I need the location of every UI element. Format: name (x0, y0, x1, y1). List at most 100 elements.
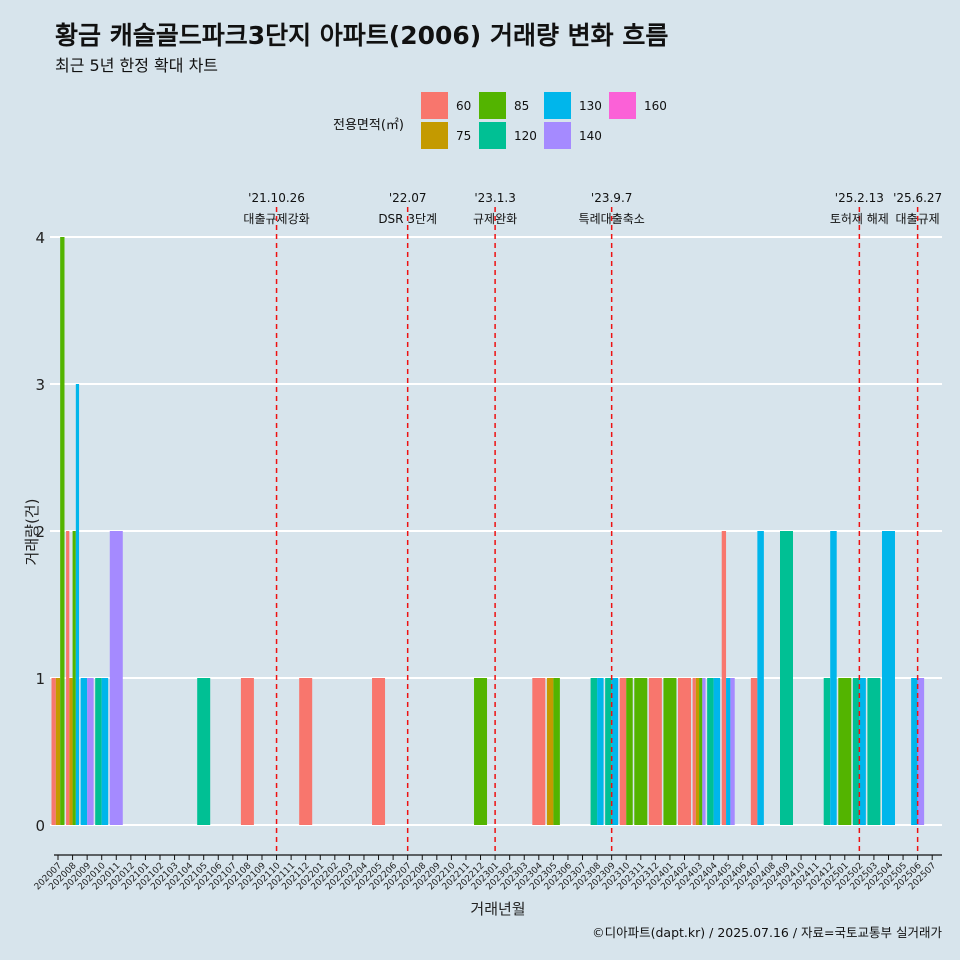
bar-202304-60 (532, 678, 546, 825)
legend-key-85 (479, 92, 506, 119)
bar-202412-120 (823, 678, 831, 825)
bar-202205-60 (372, 678, 386, 825)
event-date-1: '22.07 (389, 191, 427, 205)
bar-202309-130 (611, 678, 619, 825)
legend-label-60: 60 (456, 98, 472, 113)
bar-202409-120 (780, 531, 793, 825)
legend-item-160: 160 (609, 92, 667, 119)
bar-202007-75 (55, 678, 61, 825)
bar-202405-140 (730, 678, 735, 825)
bar-202405-130 (726, 678, 731, 825)
source-caption: ©디아파트(dapt.kr) / 2025.07.16 / 자료=국토교통부 실… (592, 925, 942, 940)
bar-202412-130 (830, 531, 837, 825)
legend-label-85: 85 (514, 98, 530, 113)
event-date-0: '21.10.26 (248, 191, 305, 205)
bars (51, 237, 925, 825)
event-date-5: '25.6.27 (893, 191, 942, 205)
legend-key-120 (479, 122, 506, 149)
bar-202504-130 (881, 531, 895, 825)
y-tick-label: 1 (35, 670, 45, 688)
bar-202008-85 (72, 531, 76, 825)
bar-202403-140 (702, 678, 706, 825)
event-date-4: '25.2.13 (835, 191, 884, 205)
event-label-2: 규제완화 (473, 212, 517, 226)
bar-202503-120 (867, 678, 881, 825)
bar-202506-130 (911, 678, 918, 825)
bar-202010-130 (101, 678, 109, 825)
y-tick-label: 2 (35, 523, 45, 541)
event-date-2: '23.1.3 (474, 191, 515, 205)
legend-key-60 (421, 92, 448, 119)
legend-key-75 (421, 122, 448, 149)
legend-label-120: 120 (514, 128, 537, 143)
x-axis-label: 거래년월 (470, 900, 525, 918)
event-label-5: 대출규제 (896, 212, 940, 226)
legend-item-140: 140 (544, 122, 602, 149)
legend-label-130: 130 (579, 98, 602, 113)
bar-202407-130 (757, 531, 764, 825)
bar-202502-120 (852, 678, 860, 825)
y-axis-label: 거래량(건) (23, 499, 41, 566)
bar-202305-75 (546, 678, 554, 825)
y-tick-label: 3 (35, 376, 45, 394)
bar-202401-85 (663, 678, 677, 825)
bar-202312-60 (648, 678, 662, 825)
bar-202404-130 (713, 678, 721, 825)
bar-202403-85 (699, 678, 703, 825)
bar-202308-120 (590, 678, 598, 825)
bar-202403-60 (692, 678, 696, 825)
event-lines: '21.10.26 대출규제강화 '22.07 DSR 3단계 '23.1.3 규제완화 '… (243, 191, 942, 855)
bar-202112-60 (299, 678, 313, 825)
bar-202506-140 (917, 678, 925, 825)
bar-202501-85 (838, 678, 852, 825)
bar-202008-60 (66, 531, 70, 825)
axes: 0123420200720200820200920201020201120201… (33, 229, 942, 892)
legend-item-120: 120 (479, 122, 537, 149)
y-tick-label: 4 (35, 229, 45, 247)
bar-202007-85 (60, 237, 65, 825)
legend-key-130 (544, 92, 571, 119)
bar-202009-140 (87, 678, 94, 825)
bar-202502-130 (859, 678, 866, 825)
legend-item-85: 85 (479, 92, 529, 119)
bar-202010-120 (95, 678, 102, 825)
event-label-4: 토허제 해제 (830, 212, 889, 226)
event-label-0: 대출규제강화 (243, 212, 309, 226)
legend-key-140 (544, 122, 571, 149)
event-label-1: DSR 3단계 (378, 212, 437, 226)
bar-202008-130 (75, 384, 80, 825)
bar-202007-60 (51, 678, 56, 825)
chart-title: 황금 캐슬골드파크3단지 아파트(2006) 거래량 변화 흐름 (55, 21, 669, 50)
bar-202308-130 (597, 678, 604, 825)
bar-202309-120 (605, 678, 612, 825)
bar-202404-120 (707, 678, 714, 825)
bar-202212-85 (474, 678, 488, 825)
bar-202403-75 (695, 678, 700, 825)
y-tick-label: 0 (35, 817, 45, 835)
gridlines (50, 236, 942, 826)
legend-item-130: 130 (544, 92, 602, 119)
bar-202402-60 (678, 678, 692, 825)
legend-key-160 (609, 92, 636, 119)
event-date-3: '23.9.7 (591, 191, 632, 205)
chart-subtitle: 최근 5년 한정 확대 차트 (55, 56, 219, 75)
event-label-3: 특례대출축소 (579, 212, 645, 226)
bar-202310-85 (626, 678, 633, 825)
bar-202009-130 (80, 678, 88, 825)
bar-202108-60 (240, 678, 254, 825)
legend-title: 전용면적(㎡) (333, 118, 404, 133)
bar-202011-140 (109, 531, 123, 825)
legend-label-140: 140 (579, 128, 602, 143)
bar-202407-60 (750, 678, 758, 825)
bar-202311-85 (634, 678, 648, 825)
bar-202310-60 (619, 678, 627, 825)
bar-202008-75 (69, 678, 73, 825)
legend-label-160: 160 (644, 98, 667, 113)
legend-item-60: 60 (421, 92, 471, 119)
bar-202305-85 (553, 678, 560, 825)
bar-202105-120 (197, 678, 211, 825)
legend-label-75: 75 (456, 128, 472, 143)
bar-202405-60 (721, 531, 727, 825)
legend-item-75: 75 (421, 122, 471, 149)
